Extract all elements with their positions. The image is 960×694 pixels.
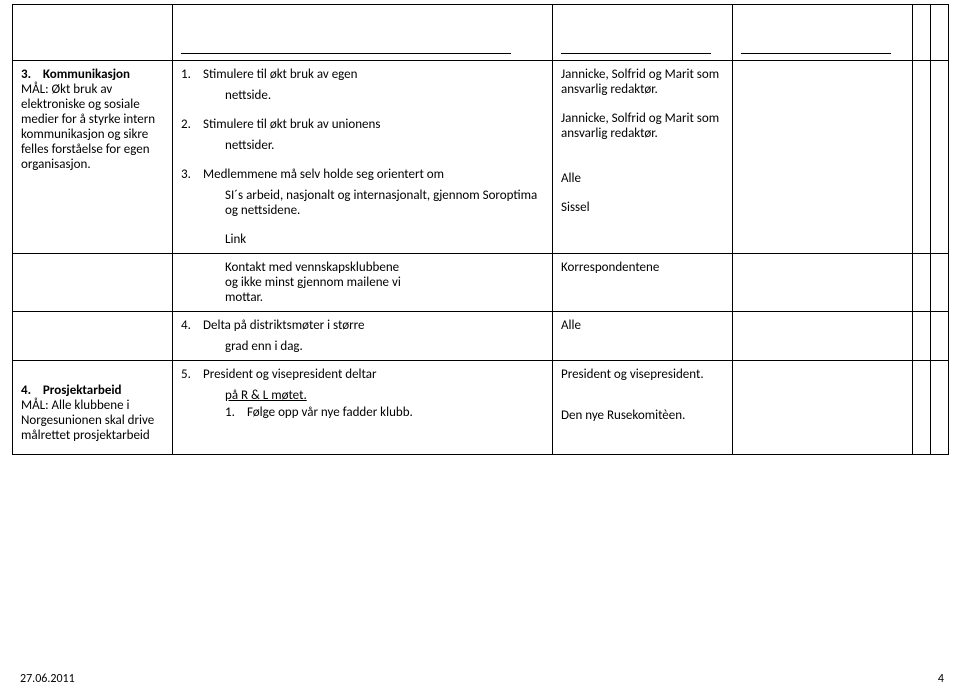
page: 3. Kommunikasjon MÅL: Økt bruk av elektr… xyxy=(0,4,960,694)
item5-num: 5. xyxy=(181,367,203,382)
cell-kontakt-d xyxy=(733,254,913,312)
cell-c-underline xyxy=(553,5,733,61)
planning-table: 3. Kommunikasjon MÅL: Økt bruk av elektr… xyxy=(12,4,949,455)
item4-resp: Alle xyxy=(561,318,581,333)
sec3-num: 3. xyxy=(21,67,31,82)
b3-item2-head: Stimulere til økt bruk av unionens xyxy=(203,117,544,132)
b3-item3-tail: SI´s arbeid, nasjonalt og internasjonalt… xyxy=(181,188,544,218)
c3-line3: Alle xyxy=(561,171,724,186)
cell-a-empty xyxy=(13,5,173,61)
item5-head: President og visepresident deltar xyxy=(203,367,544,382)
footer-page: 4 xyxy=(938,672,944,686)
cell-item4-a xyxy=(13,312,173,361)
table-row-cont xyxy=(13,5,949,61)
b3-item1-tail: nettside. xyxy=(181,88,544,103)
sec4-title: Prosjektarbeid xyxy=(43,383,122,398)
footer-date: 27.06.2011 xyxy=(20,672,75,686)
cell-sec4-f xyxy=(931,361,949,455)
sec4-resp1: President og visepresident. xyxy=(561,367,724,382)
cell-sec3-resp: Jannicke, Solfrid og Marit som ansvarlig… xyxy=(553,61,733,254)
cell-kontakt-b: Kontakt med vennskapsklubbene og ikke mi… xyxy=(173,254,553,312)
table-row-sec3: 3. Kommunikasjon MÅL: Økt bruk av elektr… xyxy=(13,61,949,254)
cell-sec4-d xyxy=(733,361,913,455)
table-row-kontakt: Kontakt med vennskapsklubbene og ikke mi… xyxy=(13,254,949,312)
kontakt-line1: Kontakt med vennskapsklubbene xyxy=(181,260,544,275)
cell-d-underline xyxy=(733,5,913,61)
sec3-title: Kommunikasjon xyxy=(43,67,130,82)
kontakt-line2: og ikke minst gjennom mailene vi xyxy=(181,275,544,290)
cell-sec4-title: 4. Prosjektarbeid MÅL: Alle klubbene i N… xyxy=(13,361,173,455)
cell-sec3-d xyxy=(733,61,913,254)
c3-line2: Jannicke, Solfrid og Marit som ansvarlig… xyxy=(561,111,724,141)
cell-kontakt-f xyxy=(931,254,949,312)
cell-kontakt-a xyxy=(13,254,173,312)
item5-tail: på R & L møtet. xyxy=(181,388,544,403)
underline-b xyxy=(181,40,511,54)
kontakt-line3: mottar. xyxy=(181,290,544,305)
sec4-resp2: Den nye Rusekomitèen. xyxy=(561,408,724,423)
cell-b-underline xyxy=(173,5,553,61)
cell-f-empty xyxy=(931,5,949,61)
cell-sec3-title: 3. Kommunikasjon MÅL: Økt bruk av elektr… xyxy=(13,61,173,254)
sec3-body: MÅL: Økt bruk av elektroniske og sosiale… xyxy=(21,82,164,172)
c3-line1: Jannicke, Solfrid og Marit som ansvarlig… xyxy=(561,67,724,97)
cell-sec4-c: President og visepresident. Den nye Ruse… xyxy=(553,361,733,455)
cell-sec4-e xyxy=(913,361,931,455)
b3-item1-head: Stimulere til økt bruk av egen xyxy=(203,67,544,82)
underline-d xyxy=(741,40,891,54)
item4-num: 4. xyxy=(181,318,203,333)
underline-c xyxy=(561,40,711,54)
b3-item3-num: 3. xyxy=(181,167,203,182)
b3-item2-tail: nettsider. xyxy=(181,138,544,153)
sec4-num: 4. xyxy=(21,383,31,398)
cell-item4-e xyxy=(913,312,931,361)
kontakt-resp: Korrespondentene xyxy=(561,260,659,275)
cell-item4-b: 4. Delta på distriktsmøter i større grad… xyxy=(173,312,553,361)
b3-item1-num: 1. xyxy=(181,67,203,82)
table-row-sec4: 4. Prosjektarbeid MÅL: Alle klubbene i N… xyxy=(13,361,949,455)
sub1-num: 1. xyxy=(225,405,247,420)
b3-item2-num: 2. xyxy=(181,117,203,132)
c3-line4: Sissel xyxy=(561,200,724,215)
cell-item4-c: Alle xyxy=(553,312,733,361)
cell-sec3-e xyxy=(913,61,931,254)
b3-link: Link xyxy=(181,232,544,247)
b3-item3-head: Medlemmene må selv holde seg orientert o… xyxy=(203,167,544,182)
cell-sec3-f xyxy=(931,61,949,254)
sec4-body: MÅL: Alle klubbene i Norgesunionen skal … xyxy=(21,398,164,443)
cell-e-empty xyxy=(913,5,931,61)
cell-item4-f xyxy=(931,312,949,361)
cell-kontakt-e xyxy=(913,254,931,312)
cell-sec4-b: 5. President og visepresident deltar på … xyxy=(173,361,553,455)
cell-kontakt-c: Korrespondentene xyxy=(553,254,733,312)
table-row-item4: 4. Delta på distriktsmøter i større grad… xyxy=(13,312,949,361)
item4-head: Delta på distriktsmøter i større xyxy=(203,318,544,333)
cell-sec3-actions: 1. Stimulere til økt bruk av egen nettsi… xyxy=(173,61,553,254)
cell-item4-d xyxy=(733,312,913,361)
item4-tail: grad enn i dag. xyxy=(181,339,544,354)
sub1-text: Følge opp vår nye fadder klubb. xyxy=(247,405,544,420)
